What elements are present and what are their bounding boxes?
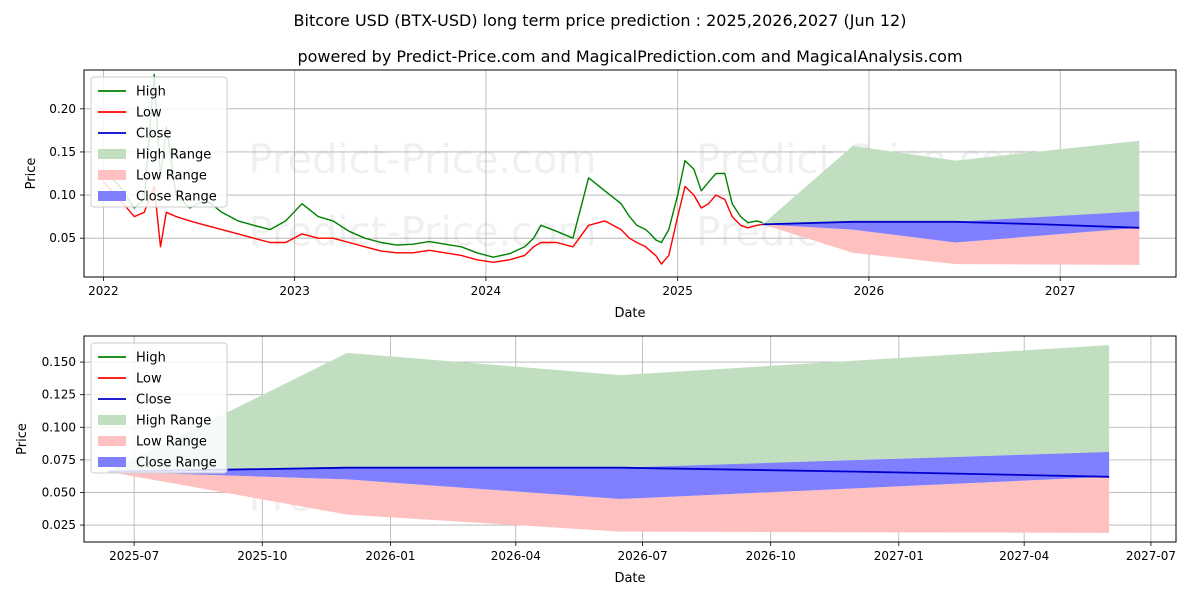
x-tick-label: 2027: [1045, 284, 1076, 298]
legend: High Low Close High Range Low Range Close Ran…: [90, 76, 228, 208]
x-tick-label: 2025-07: [109, 549, 159, 563]
y-tick-label: 0.05: [49, 231, 76, 245]
legend: High Low Close High Range Low Range Close Ran…: [90, 342, 228, 474]
y-tick-label: 0.025: [42, 518, 76, 532]
legend-close-label: Close: [136, 127, 171, 142]
x-tick-label: 2024: [471, 284, 502, 298]
y-tick-label: 0.10: [49, 188, 76, 202]
x-axis-label: Date: [614, 571, 645, 586]
y-tick-label: 0.150: [42, 355, 76, 369]
legend-low-range-swatch: [98, 436, 126, 446]
high-range-area: [762, 140, 1140, 228]
low-range-area: [107, 471, 1110, 533]
x-tick-label: 2023: [279, 284, 310, 298]
chart-subtitle: powered by Predict-Price.com and Magical…: [297, 47, 962, 66]
x-tick-label: 2027-07: [1126, 549, 1176, 563]
legend-high-range-label: High Range: [136, 414, 211, 429]
legend-high-label: High: [136, 85, 166, 100]
close-series-line: [107, 466, 1110, 478]
legend-close-range-swatch: [98, 457, 126, 467]
high-range-area: [107, 345, 1110, 477]
legend-close-range-swatch: [98, 191, 126, 201]
legend-high-range-swatch: [98, 415, 126, 425]
legend-low-range-label: Low Range: [136, 435, 207, 450]
plot-area: [107, 345, 1110, 533]
y-axis-label: Price: [24, 158, 39, 190]
close-series-line: [762, 220, 1140, 229]
plot-area: [102, 73, 1140, 265]
watermark-text: Predict-Price.com: [249, 209, 597, 255]
x-tick-label: 2026-04: [491, 549, 541, 563]
close-range-area: [107, 452, 1110, 499]
x-tick-label: 2025: [662, 284, 693, 298]
plot-frame: [83, 335, 1177, 543]
legend-low-range-swatch: [98, 170, 126, 180]
y-tick-label: 0.125: [42, 388, 76, 402]
legend-low-label: Low: [136, 372, 162, 387]
y-axis-label: Price: [15, 423, 30, 455]
legend-low-range-label: Low Range: [136, 169, 207, 184]
x-tick-label: 2026-07: [617, 549, 667, 563]
x-tick-label: 2027-04: [999, 549, 1049, 563]
low-range-area: [762, 224, 1140, 265]
y-tick-label: 0.100: [42, 420, 76, 434]
close-range-area: [762, 211, 1140, 243]
top-panel: Predict-Price.comPredict-Price.comPredic…: [24, 69, 1177, 321]
y-tick-label: 0.050: [42, 485, 76, 499]
y-tick-label: 0.15: [49, 145, 76, 159]
bottom-panel: Predict-Price.comPredict-Price.comPredic…: [15, 335, 1177, 586]
legend-close-label: Close: [136, 393, 171, 408]
low-series-line: [102, 181, 763, 265]
legend-high-range-swatch: [98, 149, 126, 159]
legend-high-range-label: High Range: [136, 148, 211, 163]
x-tick-label: 2026-01: [365, 549, 415, 563]
chart-title: Bitcore USD (BTX-USD) long term price pr…: [294, 11, 907, 30]
x-tick-label: 2025-10: [237, 549, 287, 563]
legend-low-label: Low: [136, 106, 162, 121]
x-tick-label: 2026: [854, 284, 885, 298]
x-tick-label: 2027-01: [874, 549, 924, 563]
x-tick-label: 2022: [88, 284, 119, 298]
y-tick-label: 0.075: [42, 453, 76, 467]
legend-close-range-label: Close Range: [136, 456, 217, 471]
watermark-text: Predict-Price.com: [249, 137, 597, 183]
x-axis-label: Date: [614, 306, 645, 321]
plot-frame: [83, 69, 1177, 278]
y-tick-label: 0.20: [49, 102, 76, 116]
x-tick-label: 2026-10: [746, 549, 796, 563]
legend-close-range-label: Close Range: [136, 190, 217, 205]
legend-high-label: High: [136, 351, 166, 366]
